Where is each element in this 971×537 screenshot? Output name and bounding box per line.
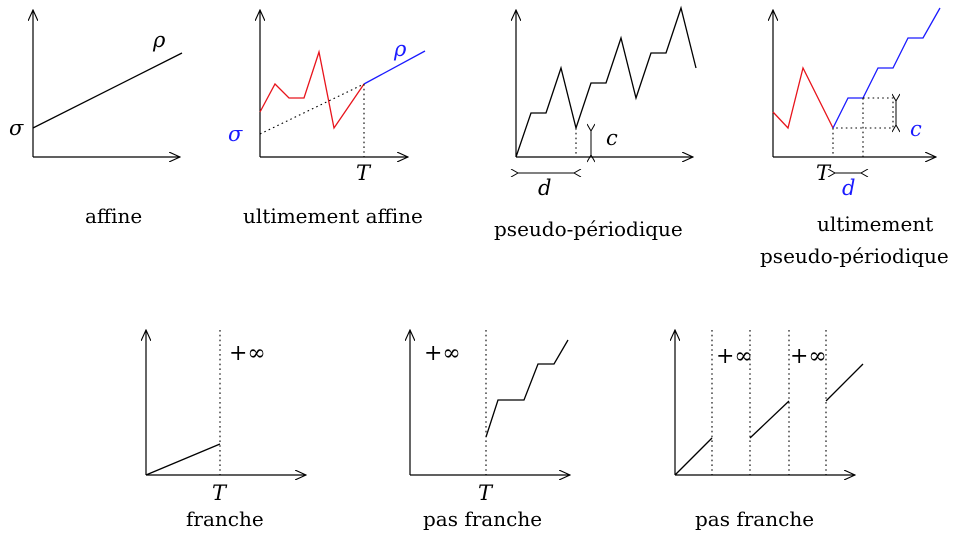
inf-label-1: +∞ (716, 344, 753, 369)
caption-pas-franche: pas franche (695, 507, 814, 531)
panel-franche: +∞ T franche (146, 330, 306, 531)
rho-label: ρ (393, 37, 407, 61)
caption-ultimement-affine: ultimement affine (243, 204, 423, 228)
inf-label-2: +∞ (790, 344, 827, 369)
caption-line-1: ultimement (817, 212, 933, 236)
pseudo-periodic-curve (515, 5, 697, 158)
affine-line (32, 52, 183, 129)
panel-ultimement-pseudo-periodique: c T d ultimement pseudo-périodique (760, 7, 949, 268)
d-label: d (538, 176, 551, 200)
panel-pas-franche-2: +∞ +∞ pas franche (674, 330, 864, 531)
panel-pseudo-periodique: c d pseudo-périodique (494, 5, 697, 241)
transient-part (772, 66, 834, 130)
inf-label: +∞ (424, 341, 461, 366)
caption-pseudo-periodique: pseudo-périodique (494, 217, 683, 241)
transient-part (259, 49, 365, 130)
rho-label: ρ (152, 28, 166, 52)
panel-affine: ρ σ affine (9, 10, 183, 228)
sigma-label: σ (9, 116, 24, 140)
affine-extension (259, 83, 365, 135)
segment-3 (825, 363, 864, 402)
segment-1 (674, 437, 713, 476)
jump-curve (485, 339, 569, 438)
T-label: T (212, 481, 228, 505)
segment-2 (749, 400, 790, 439)
T-label: T (356, 161, 372, 185)
c-box (833, 97, 894, 129)
caption-franche: franche (186, 507, 264, 531)
caption-line-2: pseudo-périodique (760, 244, 949, 268)
finite-segment (145, 443, 221, 476)
affine-part (363, 50, 426, 85)
panel-pas-franche-1: +∞ T pas franche (410, 330, 570, 531)
T-label: T (816, 161, 832, 185)
c-label: c (910, 117, 922, 141)
sigma-label: σ (228, 122, 243, 146)
caption-pas-franche: pas franche (423, 507, 542, 531)
d-label: d (842, 176, 855, 200)
periodic-part (832, 7, 941, 129)
c-label: c (606, 126, 618, 150)
T-label: T (478, 481, 494, 505)
panel-ultimement-affine: ρ σ T ultimement affine (228, 10, 426, 228)
caption-affine: affine (85, 204, 142, 228)
inf-label: +∞ (229, 341, 266, 366)
